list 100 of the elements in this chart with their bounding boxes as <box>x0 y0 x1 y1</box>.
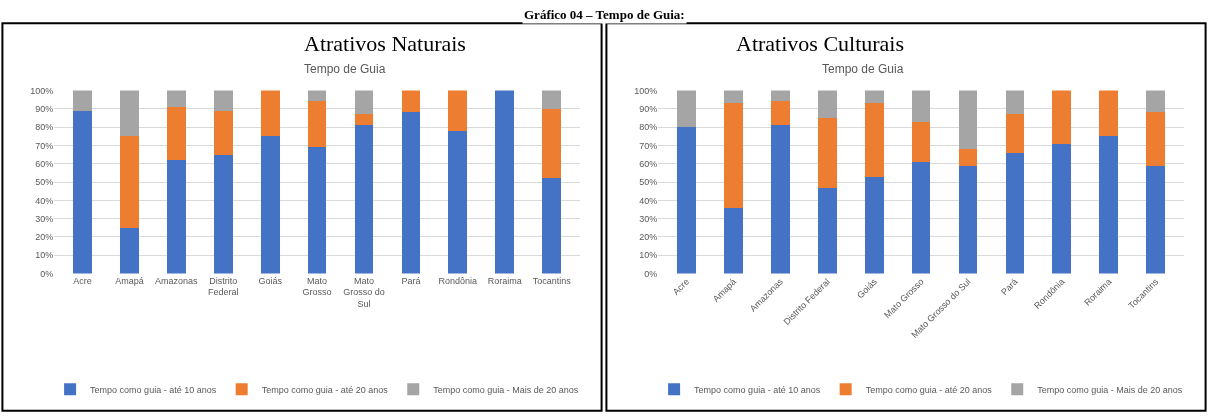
legend-label: Tempo como guia - Mais de 20 anos <box>1037 384 1183 395</box>
bar <box>864 90 884 104</box>
bar <box>770 101 790 126</box>
y-tick-label: 70% <box>639 140 658 151</box>
legend-label: Tempo como guia - até 10 anos <box>90 384 217 395</box>
bar <box>213 110 233 155</box>
y-tick-label: 40% <box>35 195 54 206</box>
bar <box>354 90 374 115</box>
y-tick-label: 90% <box>639 103 658 114</box>
legend-label: Tempo como guia - Mais de 20 anos <box>433 384 579 395</box>
y-tick-label: 20% <box>35 232 54 243</box>
y-tick-label: 60% <box>639 158 658 169</box>
bar <box>817 187 837 274</box>
bar <box>1099 136 1119 274</box>
bar <box>724 90 743 104</box>
bar <box>120 227 139 274</box>
text: Gráfico 04 – Tempo de Guia: <box>524 7 685 22</box>
y-tick-label: 30% <box>639 213 658 224</box>
y-tick-label: 0% <box>644 268 658 279</box>
y-tick-label: 60% <box>35 158 54 169</box>
bar <box>677 127 696 274</box>
y-tick-label: 10% <box>639 250 658 261</box>
x-tick-label: Roraima <box>487 275 522 286</box>
y-tick-label: 40% <box>639 195 658 206</box>
bar <box>724 207 743 274</box>
y-tick-label: 50% <box>639 177 658 188</box>
y-tick-label: 100% <box>30 85 54 96</box>
y-tick-label: 100% <box>634 85 658 96</box>
x-tick-label: Tocantins <box>532 275 572 286</box>
chart-subtitle: Tempo de Guia <box>822 62 904 76</box>
x-tick-label: Mato Grosso do Sul <box>343 275 385 310</box>
x-tick-label: Pará <box>401 275 421 286</box>
legend-label: Tempo como guia - até 20 anos <box>865 384 993 395</box>
bar <box>911 90 931 122</box>
y-tick-label: 0% <box>40 268 54 279</box>
y-tick-label: 10% <box>35 250 54 261</box>
bar <box>1099 90 1119 137</box>
bar <box>1052 143 1072 274</box>
bar <box>817 90 837 118</box>
bar <box>213 90 233 111</box>
bar <box>1052 90 1072 144</box>
bar <box>1146 165 1166 274</box>
x-tick-label: Rondônia <box>438 275 478 286</box>
x-tick-label: Goiás <box>258 275 283 286</box>
x-tick-label: Amapá <box>115 275 144 286</box>
bar <box>817 117 837 188</box>
bar <box>1146 90 1166 113</box>
bar <box>958 165 978 274</box>
bar <box>401 90 421 113</box>
bar <box>260 90 280 137</box>
legend-label: Tempo como guia - até 10 anos <box>694 384 821 395</box>
y-tick-label: 90% <box>35 103 54 114</box>
bar <box>724 103 743 208</box>
bar <box>770 90 790 102</box>
bar <box>307 147 327 274</box>
bar <box>770 125 790 274</box>
bar <box>864 176 884 274</box>
bar <box>911 161 931 274</box>
bar <box>354 114 374 126</box>
bar <box>166 106 186 161</box>
y-tick-label: 70% <box>35 140 54 151</box>
bar <box>448 130 468 274</box>
bar <box>677 90 696 128</box>
bar <box>73 90 92 111</box>
bar <box>120 90 139 137</box>
chart-title: Atrativos Culturais <box>736 31 905 56</box>
legend-label: Tempo como guia - até 20 anos <box>261 384 389 395</box>
bar <box>958 149 978 166</box>
y-tick-label: 50% <box>35 177 54 188</box>
bar <box>73 110 92 274</box>
x-tick-label: Mato Grosso <box>302 275 332 298</box>
bar <box>911 121 931 162</box>
bar <box>958 90 978 150</box>
bar <box>1005 114 1025 153</box>
bar <box>307 101 327 148</box>
bar <box>120 136 139 228</box>
bar <box>166 160 186 274</box>
bar <box>213 154 233 274</box>
bar <box>1005 90 1025 115</box>
y-tick-label: 30% <box>35 213 54 224</box>
bar <box>1146 112 1166 166</box>
bar <box>864 103 884 177</box>
x-tick-label: Acre <box>73 275 92 286</box>
x-tick-label: Amazonas <box>155 275 199 286</box>
x-tick-label: Distrito Federal <box>208 275 239 298</box>
y-tick-label: 80% <box>639 122 658 133</box>
bar <box>354 125 374 274</box>
bar <box>401 112 421 274</box>
bar <box>448 90 468 131</box>
chart-subtitle: Tempo de Guia <box>304 62 386 76</box>
bar <box>542 178 562 274</box>
bar <box>542 90 562 109</box>
y-tick-label: 20% <box>639 232 658 243</box>
bar <box>260 136 280 274</box>
chart-title: Atrativos Naturais <box>304 31 466 56</box>
y-tick-label: 80% <box>35 122 54 133</box>
bar <box>166 90 186 107</box>
bar <box>1005 152 1025 274</box>
bar <box>542 108 562 179</box>
bar <box>495 90 515 274</box>
